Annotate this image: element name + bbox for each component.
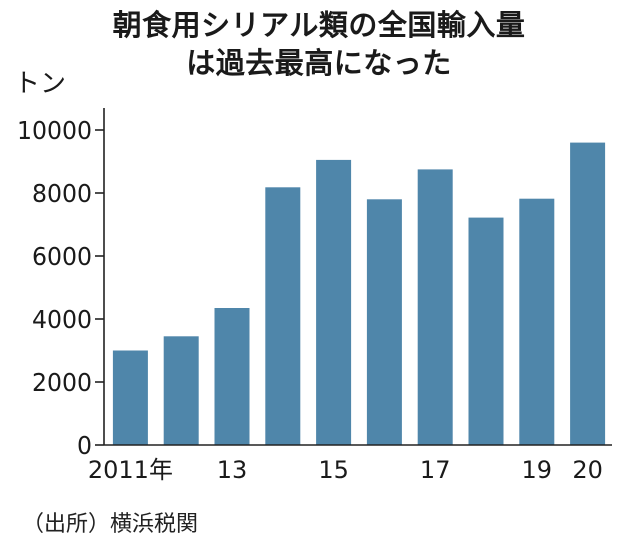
bar-2011 [112, 350, 148, 445]
y-tick-label-4000: 4000 [32, 305, 92, 334]
source-note: （出所）横浜税関 [22, 512, 199, 537]
chart-title-line-1: 朝食用シリアル類の全国輸入量 [112, 8, 526, 42]
x-tick-label-2011: 2011年 [88, 456, 173, 484]
x-axis: 2011年 13 15 17 19 20 [88, 444, 612, 484]
y-axis: トン 0 2000 4000 6000 8000 10000 [14, 69, 105, 460]
y-tick-label-6000: 6000 [32, 242, 92, 271]
x-tick-label-2019: 19 [522, 456, 553, 484]
bar-2014 [265, 187, 301, 446]
bar-2020 [570, 142, 606, 445]
x-tick-label-2013: 13 [217, 456, 248, 484]
bar-2016 [366, 199, 402, 445]
chart-title: 朝食用シリアル類の全国輸入量 は過去最高になった [0, 6, 638, 82]
y-unit-label: トン [14, 69, 66, 99]
bars-group [112, 142, 606, 446]
x-tick-label-2015: 15 [318, 456, 349, 484]
y-tick-label-2000: 2000 [32, 368, 92, 397]
x-tick-label-2020: 20 [572, 456, 603, 484]
chart-title-line-2: は過去最高になった [186, 46, 452, 80]
bar-2017 [417, 169, 453, 445]
x-tick-label-2017: 17 [420, 456, 451, 484]
bar-2013 [214, 308, 250, 445]
bar-2015 [316, 159, 352, 445]
y-tick-label-8000: 8000 [32, 179, 92, 208]
y-tick-label-0: 0 [77, 431, 92, 460]
y-tick-label-10000: 10000 [17, 116, 92, 145]
bar-2018 [468, 217, 504, 445]
bar-2012 [163, 336, 199, 445]
bar-2019 [519, 198, 555, 445]
